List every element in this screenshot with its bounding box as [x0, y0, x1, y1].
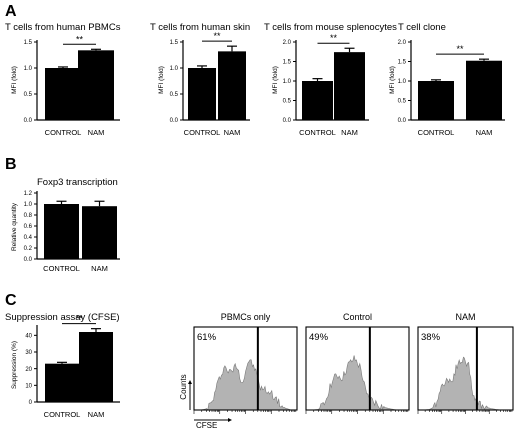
bar: [45, 68, 81, 120]
y-tick-label: 0.0: [24, 257, 33, 263]
y-tick-label: 0.4: [24, 235, 33, 241]
category-label: NAM: [341, 128, 358, 137]
y-tick-label: 10: [25, 384, 32, 390]
y-tick-label: 1.5: [398, 60, 407, 66]
y-tick-label: 0.0: [283, 118, 292, 124]
y-tick-label: 0.8: [24, 213, 33, 219]
category-label: CONTROL: [299, 128, 336, 137]
percent-label: 38%: [421, 332, 441, 343]
chart-title: Foxp3 transcription: [37, 177, 118, 188]
histogram-area: [306, 355, 409, 411]
bar: [418, 81, 454, 120]
significance-marker: **: [330, 33, 338, 43]
y-tick-label: 0.0: [24, 118, 33, 124]
bar-chart: T cells from mouse splenocytes MFI (fold)…: [264, 22, 397, 137]
y-tick-label: 0.5: [170, 92, 179, 98]
bar: [188, 68, 216, 120]
y-tick-label: 0.0: [170, 118, 179, 124]
charts-layer: T cells from human PBMCs MFI (fold) 0.0 0.5…: [5, 22, 514, 430]
y-tick-label: 0.0: [398, 118, 407, 124]
bar: [44, 204, 79, 259]
category-label: CONTROL: [418, 128, 455, 137]
y-axis-label: MFI (fold): [272, 66, 279, 94]
panel-letter-b: B: [5, 156, 17, 173]
x-axis-label: CFSE: [196, 421, 217, 430]
category-label: CONTROL: [44, 410, 81, 419]
y-tick-label: 0.5: [24, 92, 33, 98]
category-label: NAM: [476, 128, 493, 137]
bar: [218, 51, 246, 120]
y-axis-label: MFI (fold): [158, 66, 165, 94]
y-tick-label: 1.0: [24, 66, 33, 72]
y-tick-label: 1.2: [24, 191, 33, 197]
category-label: CONTROL: [184, 128, 221, 137]
histogram-title: Control: [343, 312, 372, 322]
significance-marker: **: [456, 44, 464, 54]
x-axis-arrowhead: [228, 418, 232, 422]
chart-title: Suppression assay (CFSE): [5, 312, 120, 323]
bar-chart: Foxp3 transcription Relative quantity 0.0 0…: [11, 177, 120, 273]
bar: [78, 50, 114, 120]
chart-title: T cell clone: [398, 22, 446, 33]
y-axis-label: MFI (fold): [11, 66, 18, 94]
category-label: CONTROL: [43, 264, 80, 273]
panel-letter-a: A: [5, 3, 17, 20]
y-tick-label: 1.5: [283, 60, 292, 66]
y-axis-label: Relative quantity: [11, 202, 18, 251]
histogram-title: PBMCs only: [221, 312, 271, 322]
y-tick-label: 1.0: [24, 202, 33, 208]
percent-label: 61%: [197, 332, 217, 343]
category-label: NAM: [88, 128, 105, 137]
y-tick-label: 1.5: [24, 40, 33, 46]
chart-title: T cells from human PBMCs: [5, 22, 121, 33]
significance-marker: **: [76, 34, 84, 44]
y-axis-label: Suppression (%): [11, 341, 18, 389]
y-axis-arrowhead: [188, 380, 192, 384]
category-label: NAM: [88, 410, 105, 419]
y-tick-label: 0.6: [24, 224, 33, 230]
category-label: CONTROL: [45, 128, 82, 137]
y-tick-label: 1.0: [283, 79, 292, 85]
y-tick-label: 2.0: [398, 40, 407, 46]
significance-marker: **: [213, 31, 221, 41]
y-axis-label: Counts: [179, 374, 188, 399]
bar-chart: T cell clone MFI (fold) 0.0 0.5 1.0 1.5 2.0 CON…: [389, 22, 505, 137]
y-tick-label: 40: [25, 334, 32, 340]
bar: [45, 363, 79, 402]
bar: [302, 81, 333, 120]
chart-title: T cells from human skin: [150, 22, 250, 33]
category-label: NAM: [224, 128, 241, 137]
y-tick-label: 2.0: [283, 40, 292, 46]
cfse-histogram: NAM 38%: [417, 312, 514, 414]
bar: [79, 332, 113, 402]
category-label: NAM: [91, 264, 108, 273]
y-tick-label: 30: [25, 350, 32, 356]
percent-label: 49%: [309, 332, 329, 343]
y-tick-label: 0.5: [283, 99, 292, 105]
chart-title: T cells from mouse splenocytes: [264, 22, 397, 33]
y-tick-label: 0.2: [24, 246, 33, 252]
y-tick-label: 0: [29, 400, 33, 406]
bar-chart: Suppression assay (CFSE) Suppression (%) 0…: [5, 312, 120, 419]
y-axis-label: MFI (fold): [389, 66, 396, 94]
bar-chart: T cells from human PBMCs MFI (fold) 0.0 0.5…: [5, 22, 121, 137]
cfse-histogram: PBMCs only 61% Counts CFSE: [179, 312, 298, 430]
y-tick-label: 20: [25, 367, 32, 373]
y-tick-label: 1.5: [170, 40, 179, 46]
histogram-title: NAM: [456, 312, 476, 322]
bar-chart: T cells from human skin MFI (fold) 0.0 0.5 1…: [150, 22, 250, 137]
cfse-histogram: Control 49%: [305, 312, 410, 414]
histogram-area: [418, 356, 513, 411]
y-tick-label: 1.0: [170, 66, 179, 72]
y-tick-label: 0.5: [398, 99, 407, 105]
panel-letter-c: C: [5, 292, 17, 309]
bar: [466, 60, 502, 120]
histogram-area: [194, 359, 297, 411]
bar: [82, 206, 117, 259]
significance-marker: **: [75, 314, 83, 324]
bar: [334, 52, 365, 120]
y-tick-label: 1.0: [398, 79, 407, 85]
